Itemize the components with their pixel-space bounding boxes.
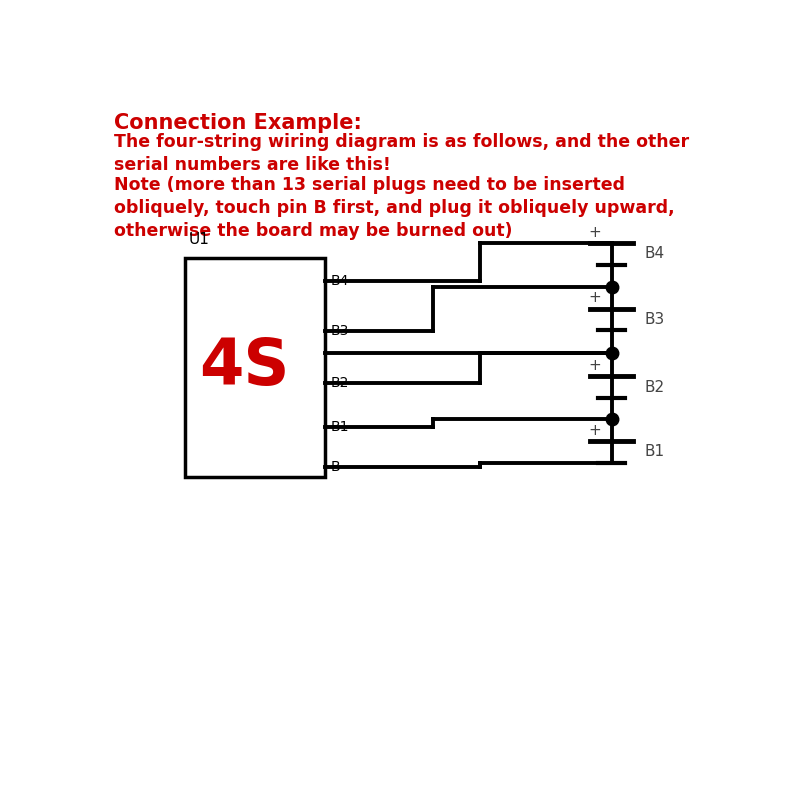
Text: otherwise the board may be burned out): otherwise the board may be burned out)	[114, 222, 513, 240]
Text: Note (more than 13 serial plugs need to be inserted: Note (more than 13 serial plugs need to …	[114, 176, 625, 194]
Text: B2: B2	[331, 376, 350, 390]
Text: B2: B2	[644, 379, 664, 394]
Text: serial numbers are like this!: serial numbers are like this!	[114, 156, 390, 174]
Text: B1: B1	[644, 444, 664, 459]
Text: B3: B3	[331, 324, 350, 338]
Text: B4: B4	[644, 246, 664, 262]
Text: 4S: 4S	[198, 337, 289, 398]
Text: +: +	[588, 422, 601, 438]
Text: +: +	[588, 358, 601, 373]
Text: Connection Example:: Connection Example:	[114, 113, 362, 133]
Text: U1: U1	[189, 232, 210, 247]
Text: B1: B1	[331, 420, 350, 434]
Text: B3: B3	[644, 312, 664, 326]
Text: +: +	[588, 290, 601, 306]
Text: obliquely, touch pin B first, and plug it obliquely upward,: obliquely, touch pin B first, and plug i…	[114, 199, 674, 217]
Text: The four-string wiring diagram is as follows, and the other: The four-string wiring diagram is as fol…	[114, 133, 689, 151]
Text: B-: B-	[331, 460, 346, 474]
Bar	[186, 258, 325, 477]
Text: +: +	[588, 225, 601, 240]
Text: B4: B4	[331, 274, 350, 288]
